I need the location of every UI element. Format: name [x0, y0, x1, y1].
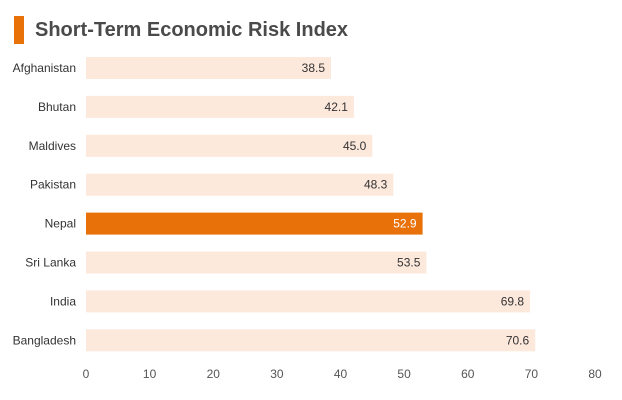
bar-4 [86, 212, 423, 235]
category-label-4: Nepal [45, 217, 76, 231]
title-accent-bar [14, 16, 24, 44]
bar-3 [86, 173, 394, 196]
value-label-2: 45.0 [343, 139, 367, 153]
x-axis: 0 10 20 30 40 50 60 70 80 [83, 367, 602, 381]
category-label-7: Bangladesh [13, 333, 76, 347]
bar-row-7: Bangladesh 70.6 [13, 329, 536, 352]
x-tick-label-1: 10 [143, 367, 157, 381]
category-label-6: India [50, 294, 76, 308]
x-tick-label-5: 50 [397, 367, 411, 381]
bar-row-5: Sri Lanka 53.5 [25, 251, 427, 274]
bar-7 [86, 329, 536, 352]
value-label-3: 48.3 [364, 178, 388, 192]
bars-layer: Afghanistan 38.5 Bhutan 42.1 Maldives 45.0 Pak… [13, 57, 536, 352]
bar-5 [86, 251, 427, 274]
value-label-7: 70.6 [506, 333, 530, 347]
bar-2 [86, 134, 373, 157]
bar-row-4: Nepal 52.9 [45, 212, 423, 235]
bar-row-0: Afghanistan 38.5 [13, 57, 331, 79]
chart-title: Short-Term Economic Risk Index [35, 19, 349, 41]
x-tick-label-0: 0 [83, 367, 90, 381]
bar-row-6: India 69.8 [50, 290, 531, 313]
category-label-5: Sri Lanka [25, 256, 76, 270]
category-label-3: Pakistan [30, 178, 76, 192]
value-label-5: 53.5 [397, 256, 421, 270]
category-label-1: Bhutan [38, 100, 76, 114]
bar-1 [86, 95, 354, 118]
bar-0 [86, 57, 331, 79]
bar-row-3: Pakistan 48.3 [30, 173, 394, 196]
bar-row-1: Bhutan 42.1 [38, 95, 354, 118]
x-tick-label-7: 70 [525, 367, 539, 381]
x-tick-label-8: 80 [588, 367, 602, 381]
value-label-4: 52.9 [393, 217, 417, 231]
bar-6 [86, 290, 531, 313]
value-label-0: 38.5 [302, 61, 326, 75]
category-label-0: Afghanistan [13, 61, 76, 75]
x-tick-label-4: 40 [334, 367, 348, 381]
value-label-6: 69.8 [501, 294, 525, 308]
x-tick-label-6: 60 [461, 367, 475, 381]
x-tick-label-3: 30 [270, 367, 284, 381]
bar-row-2: Maldives 45.0 [29, 134, 373, 157]
value-label-1: 42.1 [325, 100, 349, 114]
category-label-2: Maldives [29, 139, 76, 153]
x-tick-label-2: 20 [207, 367, 221, 381]
